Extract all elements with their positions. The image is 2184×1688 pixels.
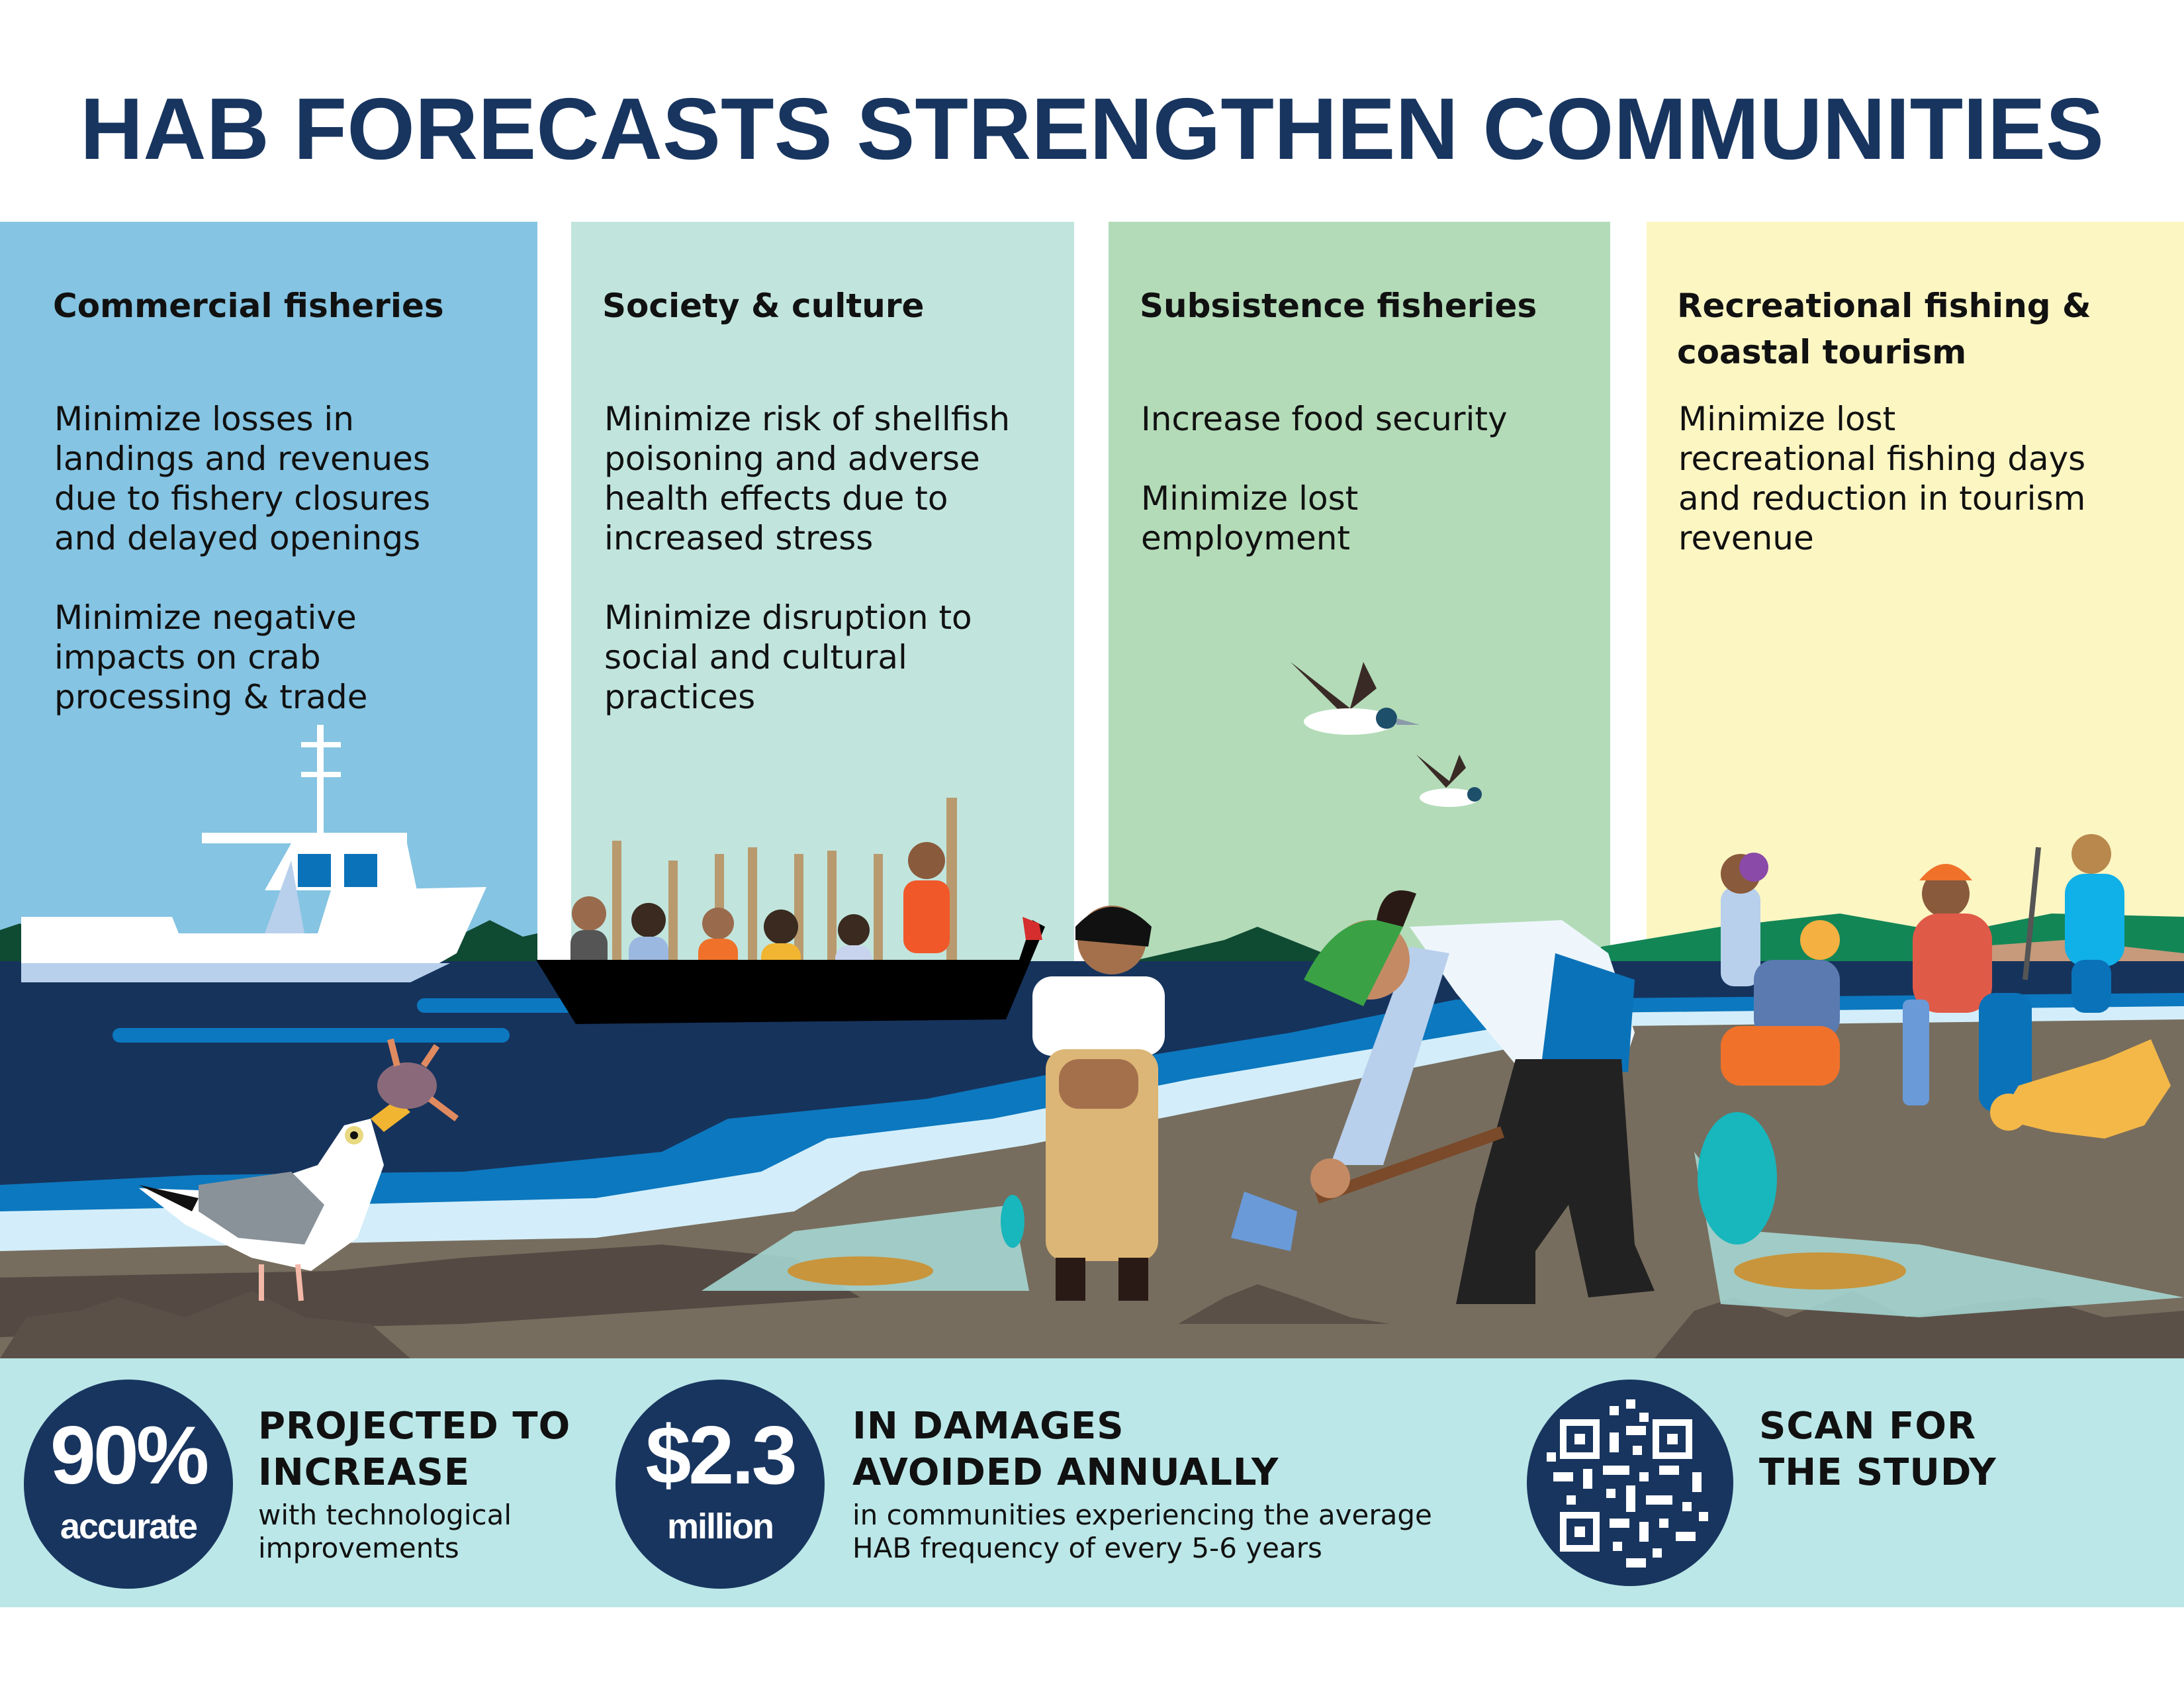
seagull-with-crab xyxy=(139,1038,459,1301)
page-title: HAB FORECASTS STRENGTHEN COMMUNITIES xyxy=(79,80,2105,177)
flying-duck xyxy=(1291,662,1420,735)
stat-heading: INCREASE xyxy=(258,1451,471,1494)
stat-heading: PROJECTED TO xyxy=(258,1405,571,1448)
column-item: Minimize disruption to social and cultur… xyxy=(604,598,972,716)
stat-value: 90% xyxy=(50,1410,209,1501)
water-streak xyxy=(113,1028,510,1043)
qr-heading: THE STUDY xyxy=(1759,1451,1997,1494)
column-heading: Society & culture xyxy=(602,287,925,325)
man-digging-clams xyxy=(1231,890,2184,1317)
stats-footer xyxy=(0,1358,2184,1607)
stat-accuracy-text: PROJECTED TO INCREASE with technological… xyxy=(258,1403,589,1565)
stat-value: $2.3 xyxy=(645,1410,797,1501)
qr-call-to-action: SCAN FOR THE STUDY xyxy=(1759,1403,2156,1496)
qr-heading: SCAN FOR xyxy=(1759,1405,1977,1448)
rocks xyxy=(0,1291,410,1358)
column-item: Minimize negative impacts on crab proces… xyxy=(54,598,368,716)
rocks xyxy=(1655,1291,2184,1358)
rocks xyxy=(1178,1284,1390,1324)
child-clam-digger xyxy=(702,906,1165,1301)
stat-detail: improvements xyxy=(258,1532,459,1564)
column-society-culture: Society & culture Minimize risk of shell… xyxy=(571,222,1074,963)
water-streak xyxy=(417,998,582,1013)
column-subsistence-fisheries: Subsistence fisheries Increase food secu… xyxy=(1109,222,1610,963)
canoe-with-paddlers xyxy=(536,798,1045,1024)
stat-unit: million xyxy=(667,1507,774,1546)
stat-detail: HAB frequency of every 5-6 years xyxy=(852,1532,1322,1564)
stat-detail: in communities experiencing the average xyxy=(852,1499,1432,1531)
column-item: Minimize lost employment xyxy=(1141,479,1359,557)
stat-unit: accurate xyxy=(60,1507,198,1546)
column-heading: Recreational fishing & coastal tourism xyxy=(1677,287,2091,371)
flying-duck xyxy=(1416,755,1482,807)
qr-code-icon[interactable] xyxy=(1527,1380,1733,1586)
stat-damages-text: IN DAMAGES AVOIDED ANNUALLY in communiti… xyxy=(852,1403,1501,1565)
stat-detail: with technological xyxy=(258,1499,512,1531)
stat-badge-damages: $2.3 million xyxy=(615,1380,825,1589)
column-item: Minimize risk of shellfish poisoning and… xyxy=(604,400,1011,557)
recreational-clammers xyxy=(1721,834,2171,1139)
column-item: Minimize lost recreational fishing days … xyxy=(1678,400,2086,557)
column-item: Increase food security xyxy=(1141,400,1508,438)
qr-code-pattern xyxy=(1547,1399,1708,1568)
stat-badge-accuracy: 90% accurate xyxy=(24,1380,233,1589)
column-item: Minimize losses in landings and revenues… xyxy=(54,400,431,557)
stat-heading: AVOIDED ANNUALLY xyxy=(852,1451,1279,1494)
column-heading: Subsistence fisheries xyxy=(1140,287,1537,325)
stat-heading: IN DAMAGES xyxy=(852,1405,1124,1448)
column-heading: Commercial fisheries xyxy=(53,287,444,325)
fishing-boat xyxy=(21,725,486,982)
column-commercial-fisheries: Commercial fisheries Minimize losses in … xyxy=(0,222,537,963)
